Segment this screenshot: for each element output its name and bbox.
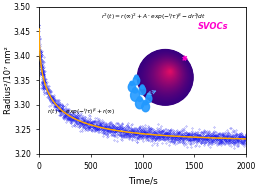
Y-axis label: Radius²/10⁷ nm²: Radius²/10⁷ nm² (3, 46, 12, 114)
Text: $r^2(t) = r(\infty)^2 + A \cdot exp(-^t\!/\tau)^\beta - dr^2\!/dt$: $r^2(t) = r(\infty)^2 + A \cdot exp(-^t\… (101, 11, 206, 22)
X-axis label: Time/s: Time/s (128, 177, 157, 186)
Text: $r(t) = \ exp(-^t\!/\tau)^\beta + r(\infty)$: $r(t) = \ exp(-^t\!/\tau)^\beta + r(\inf… (47, 107, 116, 117)
Text: SVOCs: SVOCs (198, 22, 229, 31)
